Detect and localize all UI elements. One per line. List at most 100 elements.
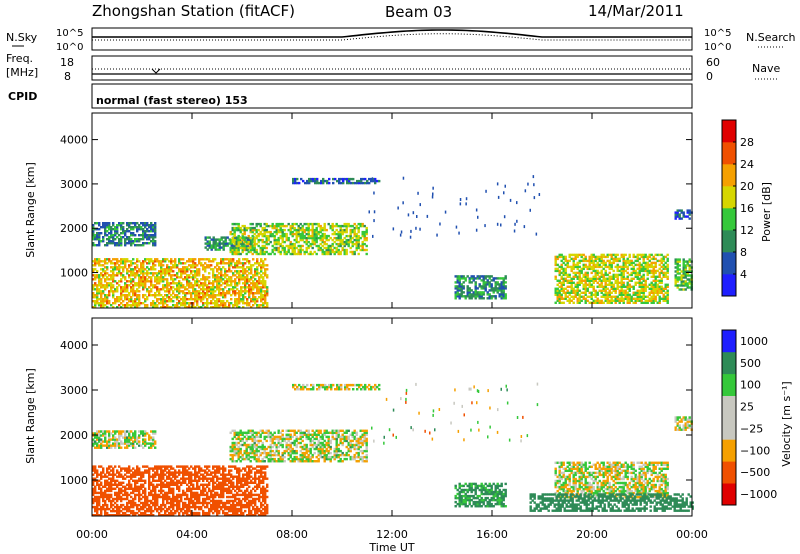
heatmap-cell [244,262,247,265]
heatmap-cell [182,300,185,303]
heatmap-cell [321,252,324,256]
heatmap-cell [114,487,117,491]
heatmap-cell [150,501,153,505]
heatmap-cell [196,505,199,509]
heatmap-cell [256,306,259,309]
heatmap-cell [365,232,368,236]
heatmap-cell [218,499,221,503]
heatmap-cell [196,302,199,305]
heatmap-cell [142,274,145,277]
heatmap-cell [214,306,217,309]
heatmap-cell [108,292,111,295]
heatmap-cell [220,260,223,263]
heatmap-cell [578,295,581,298]
heatmap-cell [325,234,328,238]
heatmap-cell [250,276,253,279]
heatmap-cell [594,295,597,298]
heatmap-cell [264,258,267,261]
heatmap-cell [684,270,687,273]
heatmap-cell [256,268,259,271]
heatmap-cell [524,189,527,193]
heatmap-cell [231,226,234,230]
heatmap-cell [242,274,245,277]
heatmap-cell [335,228,338,232]
heatmap-cell [92,294,95,297]
heatmap-cell [594,291,597,294]
heatmap-cell [295,230,298,234]
heatmap-cell [454,291,457,294]
heatmap-cell [124,296,127,299]
heatmap-cell [622,281,625,284]
heatmap-cell [114,258,117,261]
heatmap-cell [265,250,268,254]
heatmap-cell [212,485,215,489]
heatmap-cell [470,277,473,280]
heatmap-cell [96,296,99,299]
heatmap-cell [608,291,611,294]
heatmap-cell [246,300,249,303]
heatmap-cell [562,289,565,292]
heatmap-cell [255,252,258,256]
heatmap-cell [152,226,155,229]
heatmap-cell [289,242,292,246]
heatmap-cell [206,485,209,489]
heatmap-cell [170,262,173,265]
heatmap-cell [610,261,613,265]
heatmap-cell [305,250,308,254]
heatmap-cell [128,270,131,273]
heatmap-cell [688,213,691,216]
heatmap-cell [126,505,129,509]
heatmap-cell [344,177,347,181]
heatmap-cell [359,236,362,240]
heatmap-cell [325,228,328,232]
heatmap-cell [164,505,167,509]
heatmap-cell [198,465,201,468]
heatmap-cell [638,265,641,269]
heatmap-cell [410,229,412,233]
heatmap-cell [560,277,563,280]
heatmap-cell [275,224,278,228]
heatmap-cell [116,493,119,497]
heatmap-cell [132,505,135,509]
heatmap-cell [184,272,187,275]
heatmap-cell [622,261,625,265]
heatmap-cell [652,257,655,261]
heatmap-cell [234,266,237,269]
heatmap-cell [166,509,169,513]
heatmap-cell [96,222,99,225]
heatmap-cell [642,261,645,265]
heatmap-cell [102,270,105,273]
heatmap-cell [136,467,139,470]
heatmap-cell [400,230,403,234]
heatmap-cell [120,266,123,269]
heatmap-cell [650,257,653,261]
heatmap-cell [94,300,97,303]
heatmap-cell [341,248,344,252]
heatmap-cell [208,509,211,513]
heatmap-cell [106,300,109,303]
heatmap-cell [558,269,561,273]
heatmap-cell [190,509,193,513]
heatmap-cell [478,275,481,278]
heatmap-cell [116,242,119,245]
heatmap-cell [206,284,209,287]
heatmap-cell [240,262,243,265]
heatmap-cell [208,258,211,261]
heatmap-cell [156,495,159,499]
heatmap-cell [154,240,157,243]
heatmap-cell [482,291,485,294]
heatmap-cell [480,291,483,294]
heatmap-cell [630,277,633,280]
heatmap-cell [126,222,129,225]
heatmap-cell [130,306,133,309]
heatmap-cell [640,285,643,288]
heatmap-cell [222,292,225,295]
heatmap-cell [218,298,221,301]
heatmap-cell [323,252,326,256]
heatmap-cell [299,232,302,236]
heatmap-cell [100,286,103,289]
heatmap-cell [472,279,475,282]
heatmap-cell [682,276,685,279]
heatmap-cell [104,493,107,497]
heatmap-cell [642,279,645,282]
